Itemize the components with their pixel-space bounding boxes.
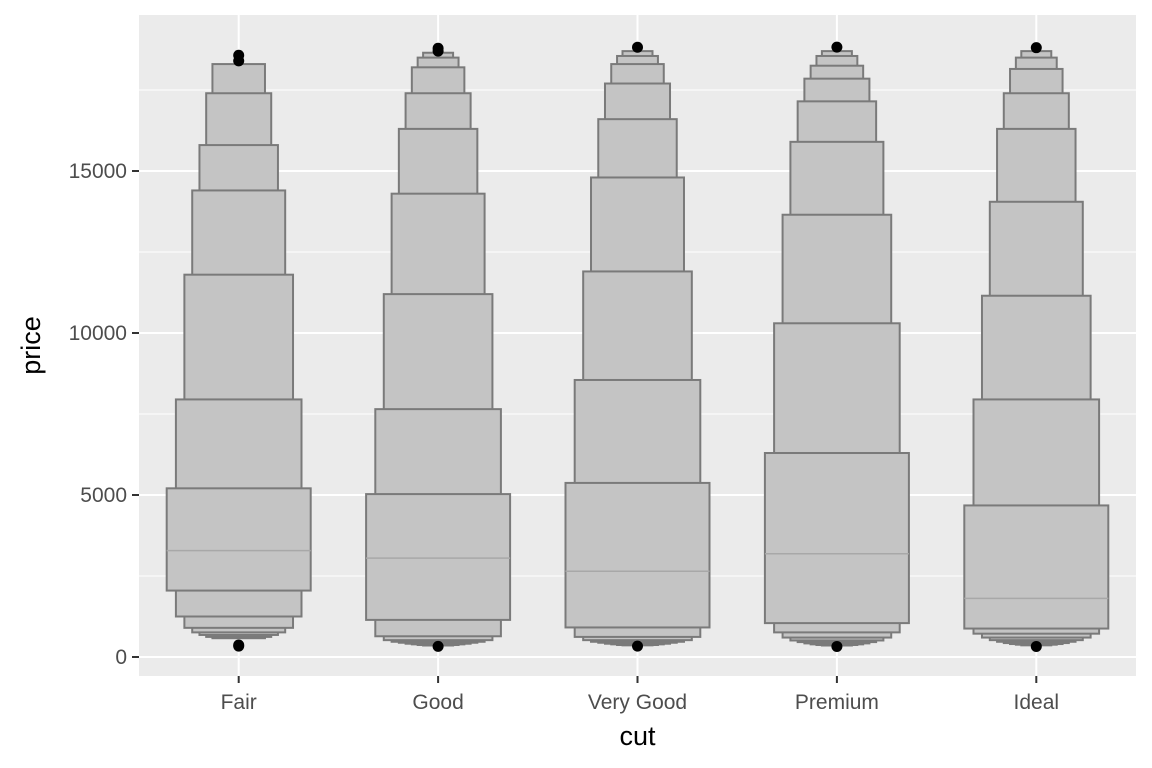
plot-groups <box>165 41 1110 652</box>
x-axis: Fair Good Very Good Premium Ideal <box>221 676 1059 714</box>
y-tick-label: 10000 <box>69 322 127 345</box>
x-tick-label: Very Good <box>588 691 687 714</box>
outlier-point <box>632 640 643 652</box>
y-tick-label: 0 <box>115 646 127 669</box>
y-axis: 0 5000 10000 15000 <box>69 160 139 669</box>
outlier-point <box>1030 42 1042 54</box>
outlier-point <box>831 640 843 652</box>
x-tick-label: Fair <box>221 691 257 714</box>
outlier-point <box>233 49 245 61</box>
outlier-point <box>233 639 245 651</box>
x-tick-label: Premium <box>795 691 879 714</box>
outlier-point <box>432 640 444 652</box>
letter-value-box <box>763 452 910 625</box>
x-tick-label: Good <box>412 691 463 714</box>
letter-value-box <box>963 504 1110 630</box>
group-fair <box>165 49 312 652</box>
outlier-point <box>1030 640 1042 652</box>
x-axis-title: cut <box>619 721 656 751</box>
group-ideal <box>963 42 1110 652</box>
letter-value-box <box>165 487 312 592</box>
outlier-point <box>432 42 444 54</box>
x-tick-label: Ideal <box>1014 691 1060 714</box>
y-tick-label: 15000 <box>69 160 127 183</box>
group-good <box>365 42 512 652</box>
group-premium <box>763 41 910 652</box>
letter-value-box <box>564 481 711 629</box>
y-tick-label: 5000 <box>80 484 127 507</box>
y-axis-title: price <box>16 316 46 375</box>
outlier-point <box>831 41 843 53</box>
group-very-good <box>564 41 711 652</box>
letter-value-box <box>365 493 512 621</box>
outlier-point <box>632 41 643 53</box>
